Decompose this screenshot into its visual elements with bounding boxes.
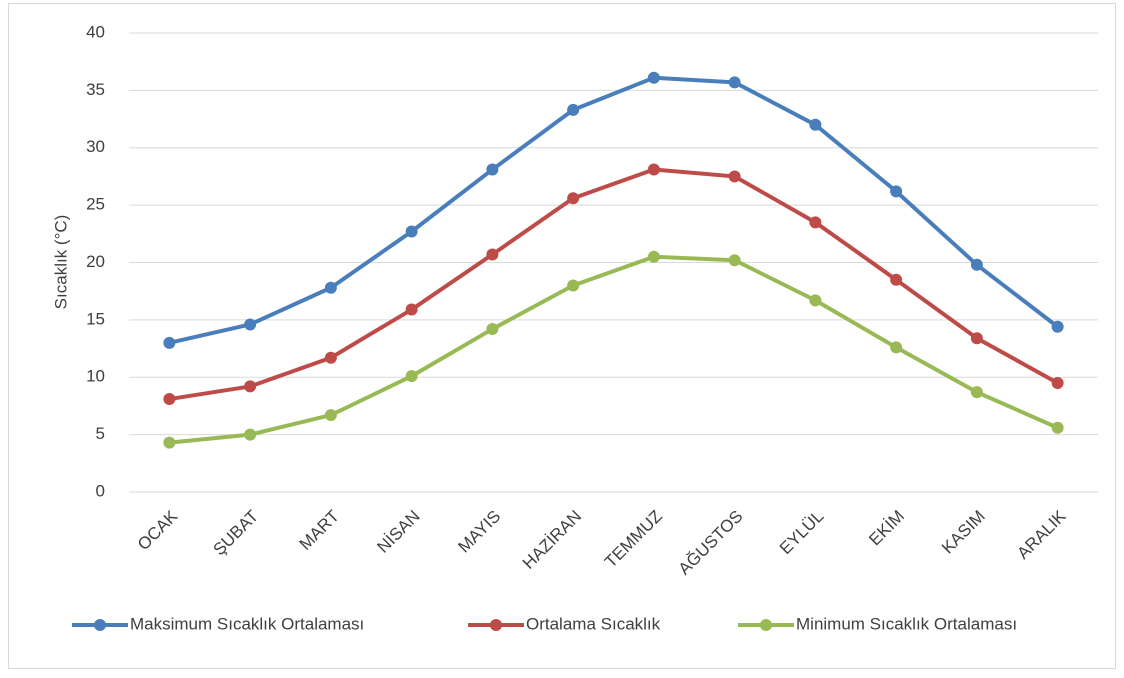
data-point	[1051, 376, 1064, 389]
legend-label: Ortalama Sıcaklık	[526, 614, 661, 633]
data-point	[809, 216, 822, 229]
y-tick-label: 30	[86, 137, 105, 156]
data-point	[890, 341, 903, 354]
data-point	[567, 279, 580, 292]
data-point	[647, 163, 660, 176]
data-point	[405, 225, 418, 238]
y-tick-label: 15	[86, 309, 105, 328]
y-tick-label: 10	[86, 367, 105, 386]
data-point	[244, 318, 257, 331]
data-point	[405, 303, 418, 316]
chart-border	[8, 3, 1116, 669]
data-point	[809, 294, 822, 307]
data-point	[647, 71, 660, 84]
data-point	[324, 351, 337, 364]
data-point	[324, 281, 337, 294]
data-point	[1051, 320, 1064, 333]
data-point	[1051, 421, 1064, 434]
y-tick-label: 20	[86, 252, 105, 271]
data-point	[970, 258, 983, 271]
legend-label: Maksimum Sıcaklık Ortalaması	[130, 614, 364, 633]
data-point	[970, 332, 983, 345]
y-tick-label: 40	[86, 22, 105, 41]
series-line	[169, 254, 1059, 445]
legend-marker	[490, 619, 502, 631]
data-point	[244, 428, 257, 441]
data-point	[728, 76, 741, 89]
y-axis-title: Sıcaklık (°C)	[51, 215, 70, 310]
data-point	[405, 370, 418, 383]
legend-marker	[760, 619, 772, 631]
data-point	[163, 436, 176, 449]
data-point	[728, 254, 741, 267]
series-line	[168, 75, 1059, 345]
legend-label: Minimum Sıcaklık Ortalaması	[796, 614, 1017, 633]
data-point	[567, 103, 580, 116]
y-tick-label: 5	[96, 424, 105, 443]
data-point	[970, 386, 983, 399]
data-point	[163, 393, 176, 406]
data-point	[647, 250, 660, 263]
data-point	[486, 323, 499, 336]
series-line	[169, 167, 1059, 402]
legend-marker	[94, 619, 106, 631]
y-tick-label: 0	[96, 481, 105, 500]
data-point	[890, 273, 903, 286]
data-point	[809, 118, 822, 131]
data-point	[324, 409, 337, 422]
data-point	[163, 336, 176, 349]
data-point	[567, 192, 580, 205]
data-point	[728, 170, 741, 183]
data-point	[890, 185, 903, 198]
data-point	[486, 163, 499, 176]
data-point	[486, 248, 499, 261]
y-tick-label: 25	[86, 195, 105, 214]
data-point	[244, 380, 257, 393]
y-tick-label: 35	[86, 80, 105, 99]
